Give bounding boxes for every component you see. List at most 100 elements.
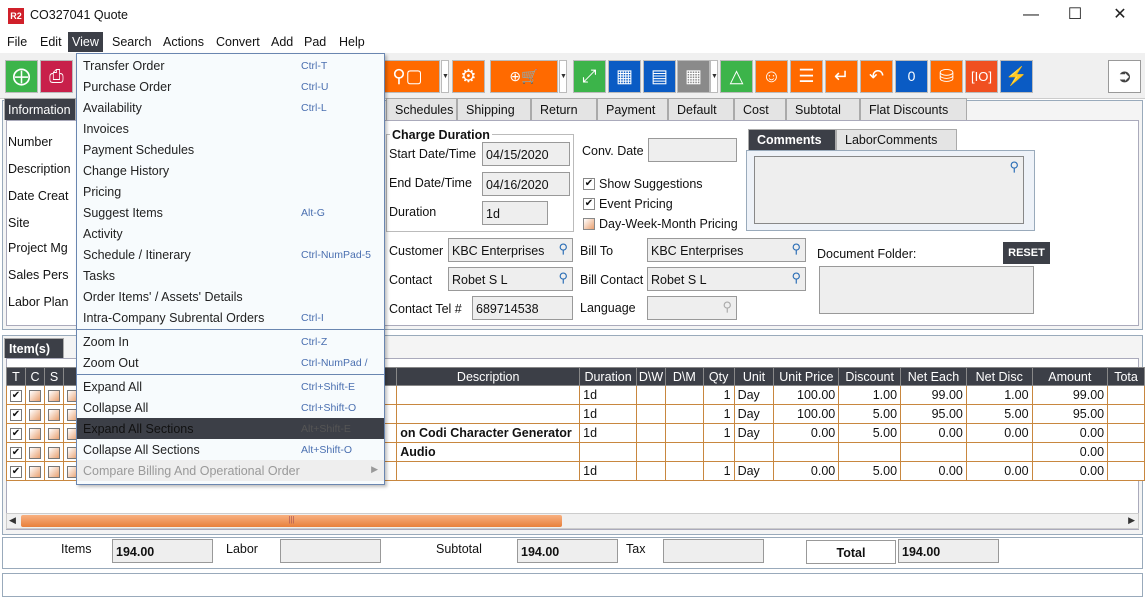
event-pricing-checkbox[interactable]: ✔ xyxy=(583,198,595,210)
view-menu-item-availability[interactable]: Availability Ctrl-L xyxy=(77,97,384,118)
duration-field[interactable]: 1d xyxy=(482,201,548,225)
safe-icon[interactable]: [IO] xyxy=(965,60,998,93)
duration-cell[interactable]: 1d xyxy=(579,461,638,481)
comments-textarea[interactable]: ⚲ xyxy=(754,156,1024,224)
search-icon[interactable]: ⚲ xyxy=(791,241,801,256)
bill-to-field[interactable]: KBC Enterprises ⚲ xyxy=(647,238,806,262)
amount-cell[interactable]: 0.00 xyxy=(1031,442,1109,462)
discount-cell[interactable]: 1.00 xyxy=(838,385,902,405)
amount-cell[interactable]: 0.00 xyxy=(1031,423,1109,443)
tab-flat-discounts[interactable]: Flat Discounts xyxy=(860,98,967,120)
tab-comments[interactable]: Comments xyxy=(748,129,836,150)
unit_price-cell[interactable]: 0.00 xyxy=(773,423,840,443)
view-menu-item-zoom-in[interactable]: Zoom In Ctrl-Z xyxy=(77,331,384,352)
unit-cell[interactable] xyxy=(733,442,775,462)
s-checkbox-cell[interactable] xyxy=(44,461,64,481)
unit_price-cell[interactable] xyxy=(773,442,840,462)
empty-cell[interactable] xyxy=(636,385,666,405)
qty-cell[interactable] xyxy=(702,442,735,462)
checked-checkbox-icon[interactable]: ✔ xyxy=(10,427,22,440)
empty-cell[interactable] xyxy=(636,461,666,481)
s-checkbox-cell[interactable] xyxy=(44,385,64,405)
view-menu-item-zoom-out[interactable]: Zoom Out Ctrl-NumPad / xyxy=(77,352,384,373)
scroll-left-icon[interactable]: ◀ xyxy=(9,515,16,525)
column-header[interactable]: Unit xyxy=(733,367,775,386)
empty-cell[interactable] xyxy=(1107,423,1145,443)
unit-cell[interactable]: Day xyxy=(733,385,775,405)
maximize-icon[interactable]: ☐ xyxy=(1067,6,1083,23)
conv-date-field[interactable] xyxy=(648,138,737,162)
smile-icon[interactable]: ☺ xyxy=(755,60,788,93)
tab-items[interactable]: Item(s) xyxy=(4,338,64,358)
day-week-month-checkbox[interactable] xyxy=(583,218,595,230)
search-inventory-icon[interactable]: ⚲▢ xyxy=(375,60,440,93)
scroll-list-icon[interactable]: ☰ xyxy=(790,60,823,93)
discount-cell[interactable]: 5.00 xyxy=(838,461,902,481)
column-header[interactable]: D\M xyxy=(664,367,704,386)
column-header[interactable]: T xyxy=(6,367,26,386)
end-date-field[interactable]: 04/16/2020 xyxy=(482,172,570,196)
empty-cell[interactable] xyxy=(664,404,704,424)
menu-search[interactable]: Search xyxy=(112,35,152,49)
show-suggestions-checkbox[interactable]: ✔ xyxy=(583,178,595,190)
empty-cell[interactable] xyxy=(1107,404,1145,424)
duration-cell[interactable] xyxy=(579,442,638,462)
tab-schedules[interactable]: Schedules xyxy=(386,98,457,120)
view-menu-item-invoices[interactable]: Invoices xyxy=(77,118,384,139)
return-document-icon[interactable]: ↵ xyxy=(825,60,858,93)
tab-shipping[interactable]: Shipping xyxy=(457,98,531,120)
language-field[interactable]: ⚲ xyxy=(647,296,737,320)
tab-default[interactable]: Default xyxy=(668,98,734,120)
column-header[interactable]: Net Each xyxy=(900,367,967,386)
empty-cell[interactable] xyxy=(1107,385,1145,405)
structure-icon[interactable]: ▦ xyxy=(608,60,641,93)
discount-cell[interactable]: 5.00 xyxy=(838,423,902,443)
unit_price-cell[interactable]: 100.00 xyxy=(773,385,840,405)
description-cell[interactable] xyxy=(396,404,581,424)
menu-view[interactable]: View xyxy=(68,32,103,52)
amount-cell[interactable]: 95.00 xyxy=(1031,404,1109,424)
view-menu-item-schedule-itinerary[interactable]: Schedule / Itinerary Ctrl-NumPad-5 xyxy=(77,244,384,265)
checkbox-icon[interactable] xyxy=(29,427,41,440)
lightning-icon[interactable]: ⚡ xyxy=(1000,60,1033,93)
unit-cell[interactable]: Day xyxy=(733,404,775,424)
tab-cost[interactable]: Cost xyxy=(734,98,786,120)
c-checkbox-cell[interactable] xyxy=(25,423,45,443)
s-checkbox-cell[interactable] xyxy=(44,423,64,443)
description-cell[interactable]: Audio xyxy=(396,442,581,462)
horizontal-scrollbar[interactable]: ◀ ||| ▶ xyxy=(6,513,1139,529)
contact-field[interactable]: Robet S L ⚲ xyxy=(448,267,573,291)
column-header[interactable]: Amount xyxy=(1031,367,1109,386)
hierarchy-icon[interactable]: △ xyxy=(720,60,753,93)
bill-contact-field[interactable]: Robet S L ⚲ xyxy=(647,267,806,291)
net_disc-cell[interactable]: 5.00 xyxy=(965,404,1033,424)
view-menu-item-intra-company-subrental-orders[interactable]: Intra-Company Subrental Orders Ctrl-I xyxy=(77,307,384,328)
net_each-cell[interactable]: 95.00 xyxy=(900,404,967,424)
checked-checkbox-icon[interactable]: ✔ xyxy=(10,446,22,459)
qty-cell[interactable]: 1 xyxy=(702,461,735,481)
customer-field[interactable]: KBC Enterprises ⚲ xyxy=(448,238,573,262)
discount-cell[interactable]: 5.00 xyxy=(838,404,902,424)
exit-icon[interactable]: ➲ xyxy=(1108,60,1141,93)
duration-cell[interactable]: 1d xyxy=(579,404,638,424)
t-checkbox-cell[interactable]: ✔ xyxy=(6,461,26,481)
duration-cell[interactable]: 1d xyxy=(579,423,638,443)
view-menu-item-tasks[interactable]: Tasks xyxy=(77,265,384,286)
unit-cell[interactable]: Day xyxy=(733,461,775,481)
column-header[interactable]: Tota xyxy=(1107,367,1145,386)
c-checkbox-cell[interactable] xyxy=(25,442,45,462)
view-menu-item-change-history[interactable]: Change History xyxy=(77,160,384,181)
new-document-icon[interactable]: ⨁ xyxy=(5,60,38,93)
column-header[interactable]: C xyxy=(25,367,45,386)
t-checkbox-cell[interactable]: ✔ xyxy=(6,442,26,462)
c-checkbox-cell[interactable] xyxy=(25,461,45,481)
empty-cell[interactable] xyxy=(1107,461,1145,481)
print-icon[interactable]: ⎙ xyxy=(40,60,73,93)
qty-cell[interactable]: 1 xyxy=(702,404,735,424)
reset-button[interactable]: RESET xyxy=(1003,242,1050,264)
view-menu-item-expand-all-sections[interactable]: Expand All Sections Alt+Shift-E xyxy=(77,418,384,439)
minimize-icon[interactable]: — xyxy=(1023,6,1039,23)
search-icon[interactable]: ⚲ xyxy=(791,270,801,285)
search-icon[interactable]: ⚲ xyxy=(1009,159,1019,174)
message-count-icon[interactable]: 0 xyxy=(895,60,928,93)
